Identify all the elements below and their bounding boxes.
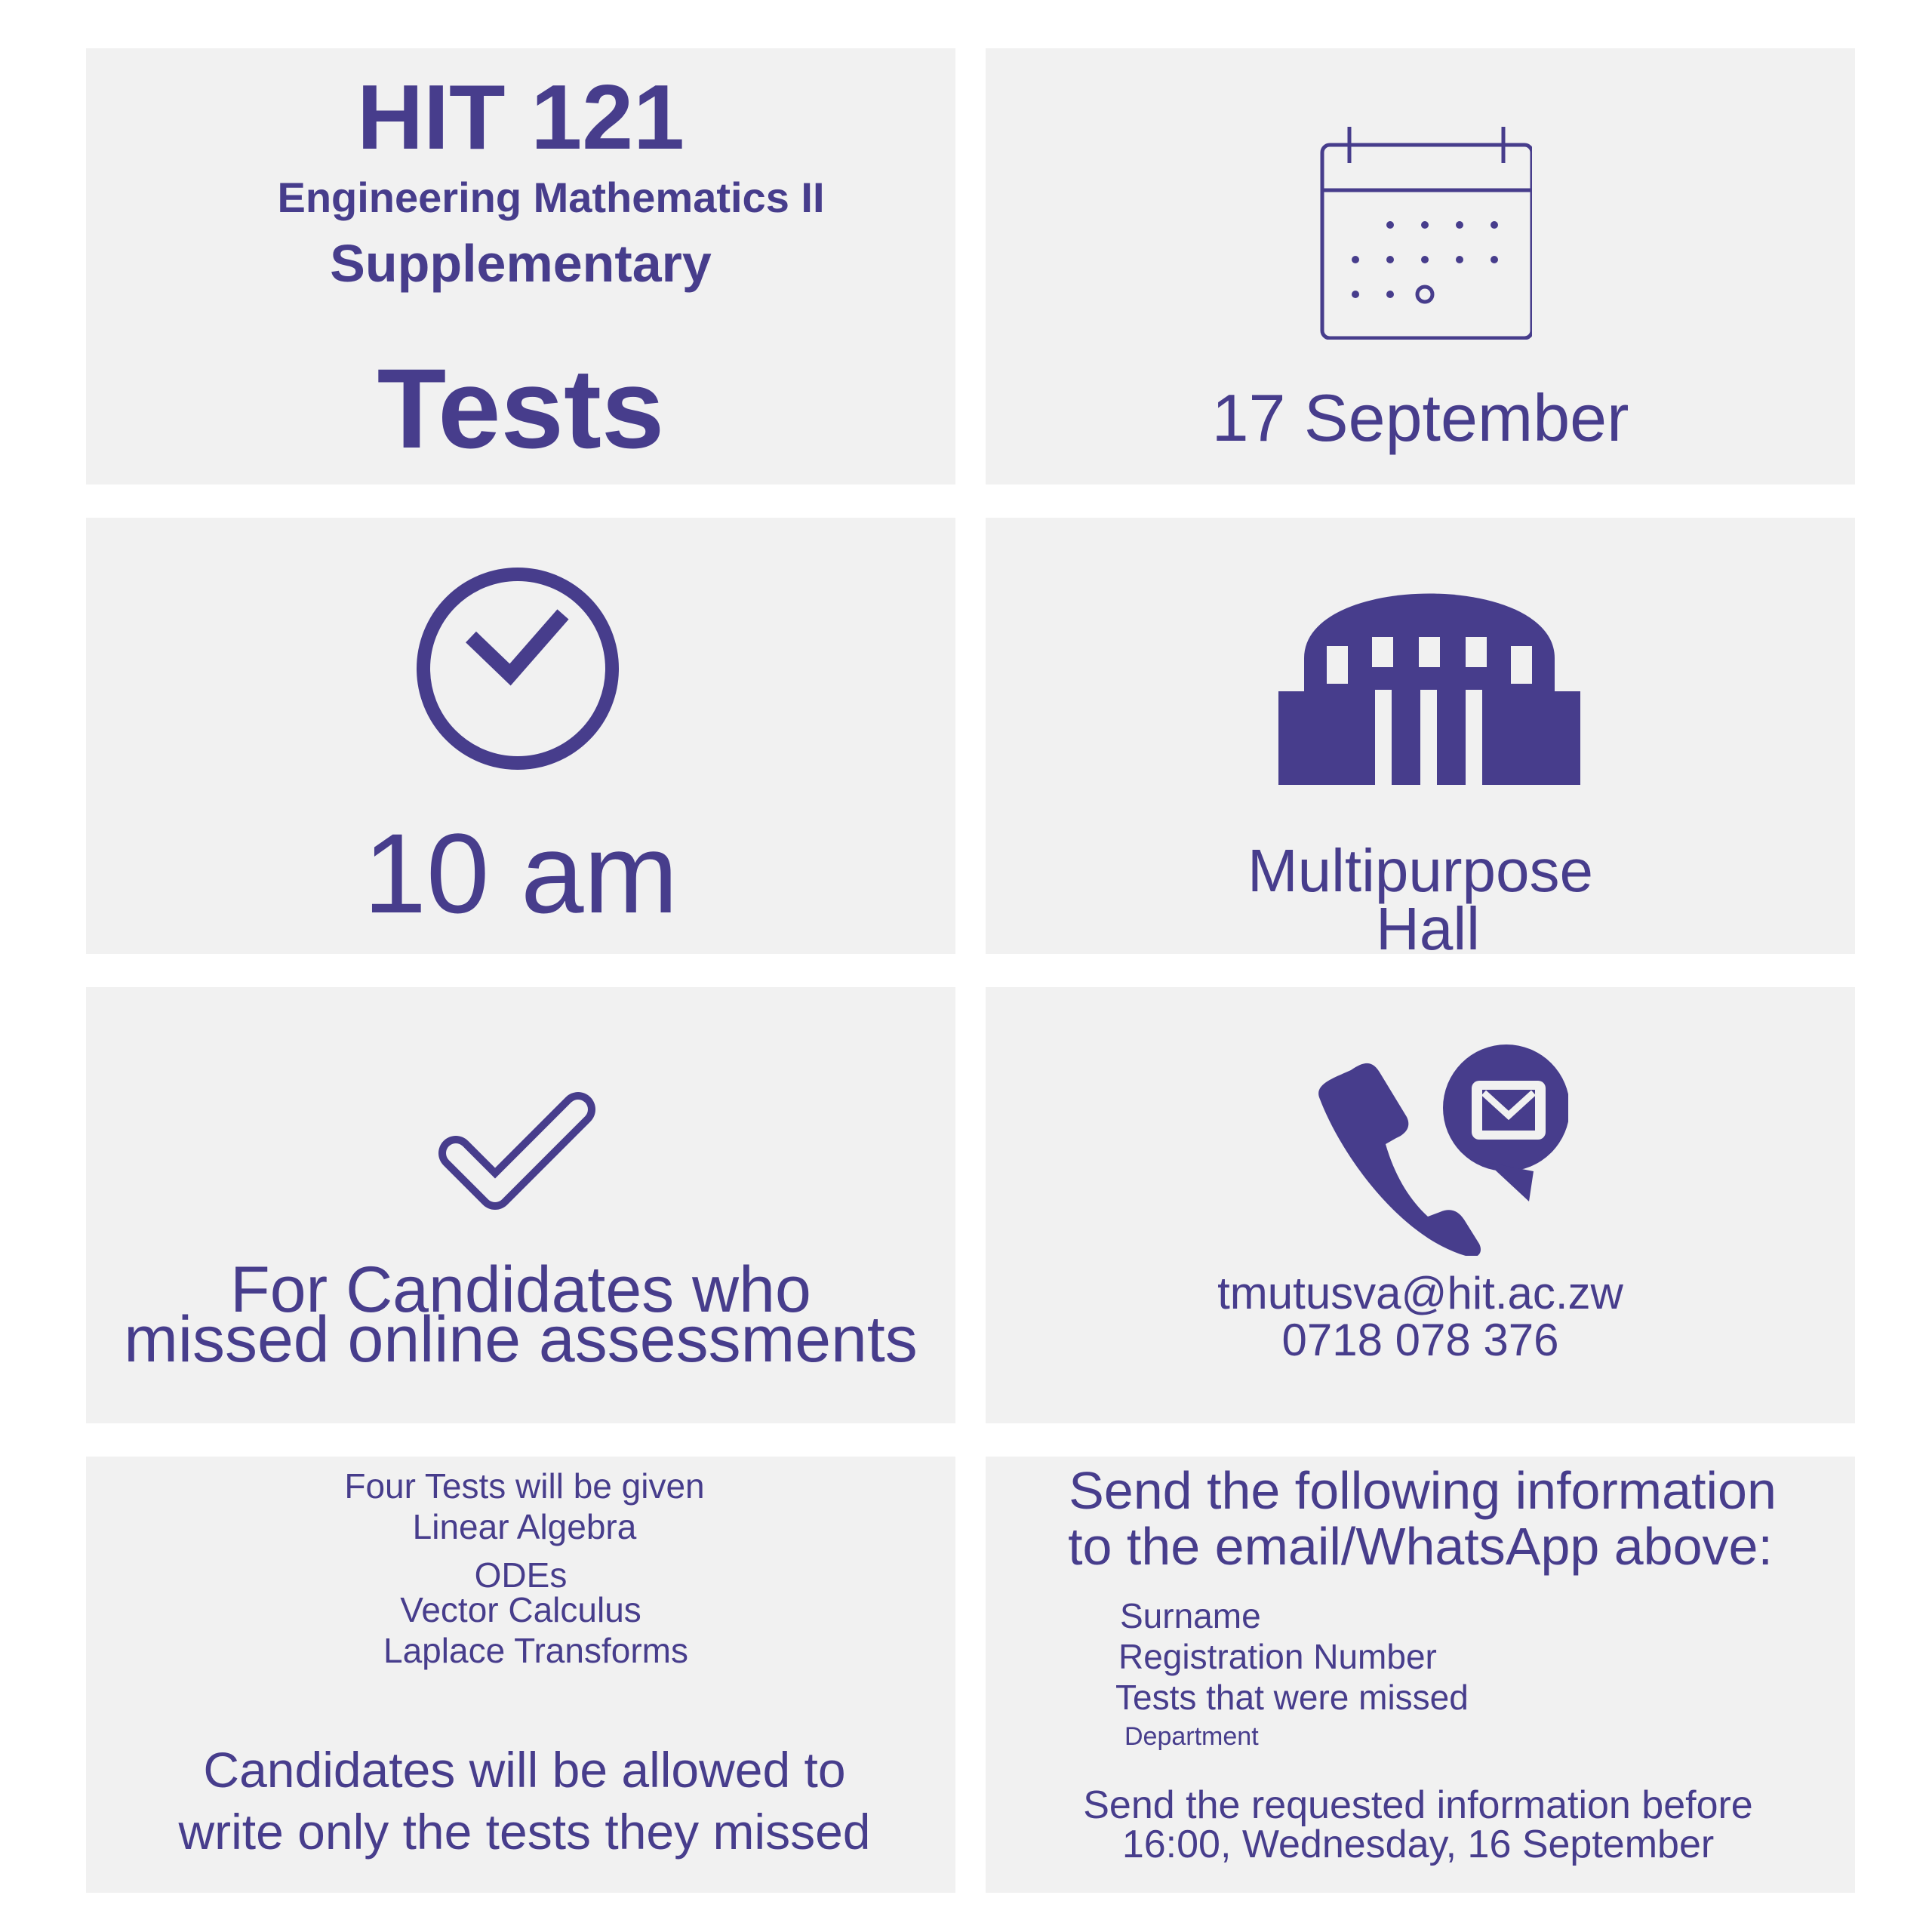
course-type: Supplementary [330, 234, 712, 293]
test-item-odes: ODEs [474, 1555, 568, 1595]
venue-line2: Hall [1376, 895, 1480, 962]
time-panel: 10 am [86, 518, 955, 954]
calendar-icon [1313, 124, 1532, 340]
submission-heading-line2: to the email/WhatsApp above: [1068, 1517, 1773, 1576]
eligibility-line2: missed online assessments [124, 1303, 918, 1376]
phone-email-icon [1312, 1044, 1568, 1256]
test-item-laplace-transforms: Laplace Transforms [383, 1631, 688, 1670]
test-item-vector-calculus: Vector Calculus [400, 1590, 641, 1629]
eligibility-line1: For Candidates who [230, 1254, 811, 1326]
submission-field-surname: Surname [1120, 1596, 1261, 1635]
time-text: 10 am [363, 810, 678, 937]
submission-field-department: Department [1124, 1722, 1259, 1751]
submission-field-tests-missed: Tests that were missed [1115, 1678, 1469, 1717]
contact-panel: tmutusva@hit.ac.zw 0718 078 376 [986, 987, 1855, 1423]
submission-deadline-line2: 16:00, Wednesday, 16 September [1121, 1823, 1715, 1866]
checkmark-icon [435, 1090, 601, 1221]
tests-panel: Four Tests will be given Linear Algebra … [86, 1457, 955, 1893]
course-code: HIT 121 [357, 66, 685, 168]
building-icon [1278, 577, 1580, 785]
course-panel: HIT 121 Engineering Mathematics II Suppl… [86, 48, 955, 485]
contact-email: tmutusva@hit.ac.zw [1217, 1268, 1623, 1318]
submission-panel: Send the following information to the em… [986, 1457, 1855, 1893]
course-name: Engineering Mathematics II [277, 174, 825, 221]
contact-phone: 0718 078 376 [1281, 1315, 1559, 1365]
eligibility-panel: For Candidates who missed online assessm… [86, 987, 955, 1423]
venue-panel: Multipurpose Hall [986, 518, 1855, 959]
course-heading: Tests [377, 345, 665, 472]
submission-deadline-line1: Send the requested information before [1083, 1783, 1753, 1827]
date-panel: 17 September [986, 48, 1855, 485]
clock-icon [414, 565, 622, 773]
test-item-linear-algebra: Linear Algebra [412, 1507, 637, 1546]
tests-note-line1: Candidates will be allowed to [203, 1742, 846, 1798]
submission-heading-line1: Send the following information [1069, 1461, 1777, 1520]
tests-intro: Four Tests will be given [344, 1466, 705, 1506]
date-text: 17 September [1211, 380, 1629, 455]
submission-field-registration-number: Registration Number [1118, 1637, 1437, 1676]
tests-note-line2: write only the tests they missed [178, 1804, 871, 1860]
venue-line1: Multipurpose [1247, 837, 1593, 904]
